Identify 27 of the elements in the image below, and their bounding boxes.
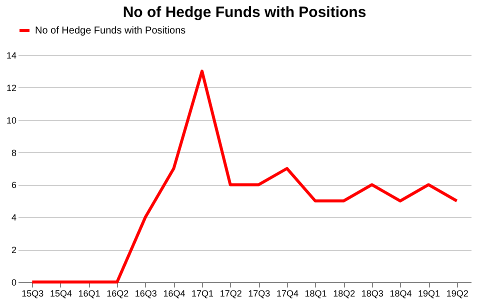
x-tick-label: 19Q1: [418, 288, 440, 298]
x-tick-label: 17Q2: [220, 288, 242, 298]
x-tick-label: 17Q1: [192, 288, 214, 298]
y-tick-label: 4: [11, 212, 16, 223]
y-tick-label: 2: [11, 245, 16, 256]
y-tick-label: 10: [6, 115, 16, 126]
line-series: [30, 70, 458, 284]
x-tick-label: 18Q2: [333, 288, 356, 298]
chart-title: No of Hedge Funds with Positions: [122, 4, 366, 21]
y-tick-label: 0: [11, 278, 16, 288]
x-tick-label: 18Q3: [361, 288, 384, 298]
y-tick-label: 8: [11, 148, 16, 158]
x-tick-label: 16Q2: [106, 288, 129, 298]
x-tick-label: 18Q1: [304, 288, 327, 298]
x-tick-label: 16Q1: [78, 288, 100, 298]
x-tick-label: 19Q2: [446, 288, 468, 298]
x-tick-label: 17Q3: [248, 288, 270, 298]
y-tick-label: 6: [11, 180, 16, 190]
x-tick-label: 17Q4: [276, 288, 298, 298]
x-tick-label: 16Q3: [134, 288, 157, 298]
x-tick-label: 16Q4: [163, 288, 186, 298]
y-tick-label: 14: [6, 50, 16, 60]
legend-label: No of Hedge Funds with Positions: [35, 26, 186, 36]
x-tick-label: 18Q4: [390, 288, 412, 298]
x-tick-label: 15Q4: [50, 288, 72, 298]
x-tick-label: 15Q3: [22, 288, 44, 298]
y-tick-label: 12: [6, 82, 16, 93]
